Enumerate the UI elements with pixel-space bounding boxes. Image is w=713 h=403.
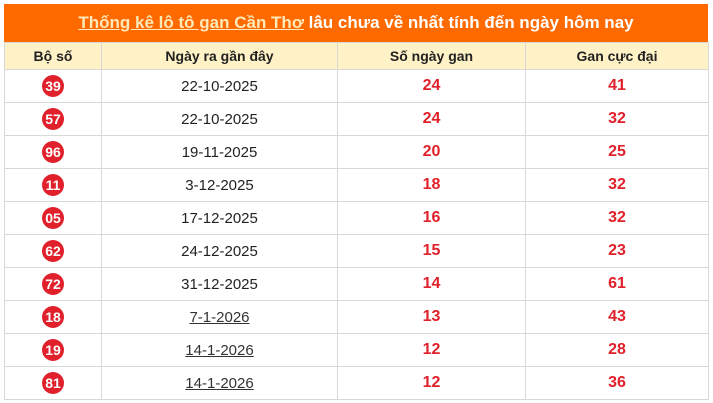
- col-header-days: Số ngày gan: [337, 42, 526, 70]
- table-row: 19 14-1-2026 12 28: [4, 333, 709, 367]
- table-row: 62 24-12-2025 15 23: [4, 234, 709, 268]
- number-ball: 81: [42, 372, 64, 394]
- number-cell: 05: [4, 201, 102, 235]
- title-rest: lâu chưa về nhất tính đến ngày hôm nay: [303, 13, 634, 32]
- date-cell: 31-12-2025: [101, 267, 338, 301]
- col-header-max: Gan cực đại: [525, 42, 709, 70]
- max-cell: 32: [525, 201, 709, 235]
- date-text: 19-11-2025: [181, 143, 258, 161]
- number-ball: 39: [42, 75, 64, 97]
- lo-gan-table: Bộ số Ngày ra gần đây Số ngày gan Gan cự…: [4, 42, 709, 400]
- date-cell: 7-1-2026: [101, 300, 338, 334]
- max-cell: 36: [525, 366, 709, 400]
- date-cell: 3-12-2025: [101, 168, 338, 202]
- days-cell: 14: [337, 267, 526, 301]
- date-cell: 22-10-2025: [101, 102, 338, 136]
- table-row: 05 17-12-2025 16 32: [4, 201, 709, 235]
- max-cell: 43: [525, 300, 709, 334]
- date-cell: 24-12-2025: [101, 234, 338, 268]
- date-cell: 17-12-2025: [101, 201, 338, 235]
- table-row: 72 31-12-2025 14 61: [4, 267, 709, 301]
- max-cell: 25: [525, 135, 709, 169]
- max-cell: 28: [525, 333, 709, 367]
- number-cell: 19: [4, 333, 102, 367]
- days-cell: 12: [337, 333, 526, 367]
- date-link[interactable]: 7-1-2026: [189, 308, 250, 326]
- date-text: 24-12-2025: [181, 242, 258, 260]
- max-cell: 32: [525, 168, 709, 202]
- date-link[interactable]: 14-1-2026: [185, 341, 254, 359]
- date-cell: 22-10-2025: [101, 69, 338, 103]
- title-link[interactable]: Thống kê lô tô gan Cần Thơ: [78, 13, 304, 32]
- days-cell: 12: [337, 366, 526, 400]
- col-header-number: Bộ số: [4, 42, 102, 70]
- max-cell: 32: [525, 102, 709, 136]
- date-text: 3-12-2025: [185, 176, 254, 194]
- number-cell: 72: [4, 267, 102, 301]
- number-ball: 11: [42, 174, 64, 196]
- days-cell: 16: [337, 201, 526, 235]
- number-cell: 11: [4, 168, 102, 202]
- number-ball: 62: [42, 240, 64, 262]
- date-text: 22-10-2025: [181, 110, 258, 128]
- days-cell: 13: [337, 300, 526, 334]
- lo-gan-table-container: Thống kê lô tô gan Cần Thơ lâu chưa về n…: [4, 4, 709, 400]
- days-cell: 24: [337, 69, 526, 103]
- number-cell: 96: [4, 135, 102, 169]
- number-cell: 62: [4, 234, 102, 268]
- date-text: 17-12-2025: [181, 209, 258, 227]
- number-cell: 39: [4, 69, 102, 103]
- table-row: 11 3-12-2025 18 32: [4, 168, 709, 202]
- date-text: 22-10-2025: [181, 77, 258, 95]
- max-cell: 61: [525, 267, 709, 301]
- number-ball: 05: [42, 207, 64, 229]
- date-link[interactable]: 14-1-2026: [185, 374, 254, 392]
- header-row: Bộ số Ngày ra gần đây Số ngày gan Gan cự…: [4, 42, 709, 70]
- date-text: 31-12-2025: [181, 275, 258, 293]
- days-cell: 24: [337, 102, 526, 136]
- max-cell: 41: [525, 69, 709, 103]
- max-cell: 23: [525, 234, 709, 268]
- number-ball: 96: [42, 141, 64, 163]
- date-cell: 14-1-2026: [101, 333, 338, 367]
- days-cell: 15: [337, 234, 526, 268]
- number-cell: 81: [4, 366, 102, 400]
- table-title: Thống kê lô tô gan Cần Thơ lâu chưa về n…: [4, 4, 708, 42]
- number-cell: 57: [4, 102, 102, 136]
- table-row: 81 14-1-2026 12 36: [4, 366, 709, 400]
- number-ball: 57: [42, 108, 64, 130]
- number-ball: 72: [42, 273, 64, 295]
- table-row: 96 19-11-2025 20 25: [4, 135, 709, 169]
- number-cell: 18: [4, 300, 102, 334]
- number-ball: 18: [42, 306, 64, 328]
- table-row: 57 22-10-2025 24 32: [4, 102, 709, 136]
- number-ball: 19: [42, 339, 64, 361]
- date-cell: 19-11-2025: [101, 135, 338, 169]
- table-row: 39 22-10-2025 24 41: [4, 69, 709, 103]
- days-cell: 20: [337, 135, 526, 169]
- table-row: 18 7-1-2026 13 43: [4, 300, 709, 334]
- col-header-date: Ngày ra gần đây: [101, 42, 338, 70]
- days-cell: 18: [337, 168, 526, 202]
- date-cell: 14-1-2026: [101, 366, 338, 400]
